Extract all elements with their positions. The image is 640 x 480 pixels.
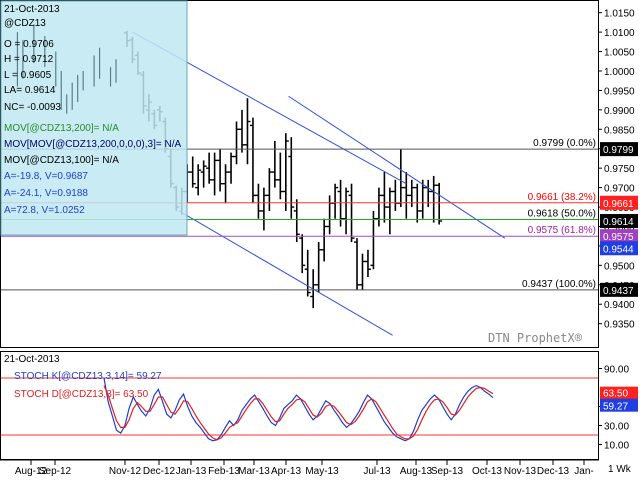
info-date: 21-Oct-2013 bbox=[4, 4, 60, 15]
fib-level-label: 0.9618 (50.0%) bbox=[528, 208, 596, 219]
fib-badge-text: 0.9799 bbox=[603, 145, 634, 156]
price-y-tick-label: 0.9750 bbox=[604, 164, 635, 175]
ohlc-bar bbox=[200, 160, 207, 188]
x-tick-label: Jan- bbox=[574, 466, 593, 477]
x-tick-label: Mar-13 bbox=[238, 466, 270, 477]
info-mov-200: MOV[@CDZ13,200]= N/A bbox=[4, 123, 119, 134]
stoch-d-badge-text: 63.50 bbox=[603, 389, 628, 400]
info-panel: 21-Oct-2013 @CDZ13 O = 0.9706 H = 0.9712… bbox=[0, 0, 188, 236]
fib-level-label: 0.9661 (38.2%) bbox=[528, 192, 596, 203]
x-tick-label: Aug-12 bbox=[15, 466, 48, 477]
trendline-lower bbox=[178, 210, 393, 336]
stoch-y-tick-label: 30.00 bbox=[604, 422, 629, 433]
stoch-date: 21-Oct-2013 bbox=[4, 354, 60, 365]
info-open: O = 0.9706 bbox=[4, 39, 54, 50]
price-y-tick-label: 0.9350 bbox=[604, 320, 635, 331]
price-y-tick-label: 1.0050 bbox=[604, 48, 635, 59]
stoch-y-tick-label: 10.00 bbox=[604, 441, 629, 452]
info-line-a2: A=-24.1, V=0.9188 bbox=[4, 188, 88, 199]
ohlc-bar bbox=[282, 133, 289, 211]
ohlc-bar bbox=[343, 187, 350, 235]
ohlc-bar bbox=[299, 234, 306, 274]
info-mov-100: MOV[@CDZ13,100]= N/A bbox=[4, 155, 119, 166]
info-mov-nested: MOV[MOV[@CDZ13,200,0,0,0),3]= N/A bbox=[4, 139, 181, 150]
x-tick-label: Aug-13 bbox=[400, 466, 433, 477]
stoch-d-legend: STOCH D[@CDZ13,3]= 63.50 bbox=[14, 389, 149, 400]
x-tick-label: Sep-12 bbox=[39, 466, 72, 477]
x-tick-label: Jan-13 bbox=[176, 466, 207, 477]
price-y-tick-label: 1.0000 bbox=[604, 67, 635, 78]
fib-badge-bg bbox=[600, 229, 638, 244]
fib-badge-text: 0.9575 bbox=[603, 232, 634, 243]
stoch-d-badge-bg bbox=[600, 386, 638, 400]
ohlc-bar bbox=[364, 249, 371, 278]
fib-badge-text: 0.9437 bbox=[603, 286, 634, 297]
price-y-tick-label: 0.9500 bbox=[604, 261, 635, 272]
ohlc-bar bbox=[304, 249, 311, 297]
info-line-a1: A=-19.8, V=0.9687 bbox=[4, 171, 88, 182]
fib-level-label: 0.9799 (0.0%) bbox=[533, 138, 596, 149]
stoch-badges: 63.50 59.27 bbox=[600, 386, 638, 413]
x-tick-label: Oct-13 bbox=[472, 466, 502, 477]
ohlc-bar bbox=[436, 182, 443, 225]
ohlc-bar bbox=[189, 156, 196, 188]
ohlc-bar bbox=[293, 199, 300, 243]
fib-badge-bg bbox=[600, 195, 638, 210]
stoch-k-line bbox=[103, 377, 494, 442]
info-last: LA= 0.9614 bbox=[4, 85, 56, 96]
last-price-badge-bg bbox=[600, 214, 638, 229]
x-tick-label: Feb-13 bbox=[208, 466, 240, 477]
info-low: L = 0.9605 bbox=[4, 70, 52, 81]
ohlc-bar bbox=[244, 98, 251, 165]
price-y-tick-label: 0.9400 bbox=[604, 300, 635, 311]
fib-badge-bg bbox=[600, 282, 638, 297]
x-tick-label: Dec-13 bbox=[537, 466, 570, 477]
fib-level-label: 0.9437 (100.0%) bbox=[522, 279, 596, 290]
info-mini-bars bbox=[16, 24, 117, 114]
stoch-lines bbox=[103, 377, 494, 442]
blue-badge-bg bbox=[600, 241, 638, 256]
price-y-tick-label: 0.9950 bbox=[604, 86, 635, 97]
stoch-d-line bbox=[103, 385, 494, 441]
trendline-middle bbox=[288, 95, 506, 239]
x-tick-label: Jul-13 bbox=[363, 466, 391, 477]
stoch-panel bbox=[0, 351, 599, 460]
fib-level-label: 0.9575 (61.8%) bbox=[528, 225, 596, 236]
ohlc-bar bbox=[348, 183, 355, 243]
ohlc-bar bbox=[288, 137, 295, 219]
ohlc-bar bbox=[195, 164, 202, 196]
x-tick-label: Apr-13 bbox=[271, 466, 301, 477]
stoch-k-badge-text: 59.27 bbox=[603, 402, 628, 413]
x-tick-label: Nov-12 bbox=[109, 466, 142, 477]
fib-badge-text: 0.9661 bbox=[603, 199, 634, 210]
info-symbol: @CDZ13 bbox=[4, 18, 46, 29]
x-tick-label: Sep-13 bbox=[431, 466, 464, 477]
last-price-badge-text: 0.9614 bbox=[603, 217, 634, 228]
x-corner-label: 1 Wk bbox=[608, 464, 632, 475]
price-y-axis: 1.0150 1.0100 1.0050 1.0000 0.9950 0.9900 0.98… bbox=[598, 9, 635, 331]
blue-badge-text: 0.9544 bbox=[603, 244, 634, 255]
fib-badge-bg bbox=[600, 142, 638, 157]
stoch-k-legend: STOCH K[@CDZ13,3,14]= 59.27 bbox=[14, 371, 162, 382]
watermark: DTN ProphetX® bbox=[488, 331, 583, 345]
stoch-k-badge-bg bbox=[600, 398, 638, 412]
info-high: H = 0.9712 bbox=[4, 54, 54, 65]
info-net-change: NC= -0.0093 bbox=[4, 102, 61, 113]
price-y-tick-label: 0.9850 bbox=[604, 125, 635, 136]
price-y-tick-label: 0.9700 bbox=[604, 184, 635, 195]
stoch-y-tick-label: 90.00 bbox=[604, 365, 629, 376]
x-tick-label: May-13 bbox=[305, 466, 339, 477]
price-y-tick-label: 1.0100 bbox=[604, 28, 635, 39]
info-line-a3: A=72.8, V=1.0252 bbox=[4, 205, 85, 216]
x-tick-label: Nov-13 bbox=[504, 466, 537, 477]
price-badges: 0.9799 0.9661 0.9575 0.9437 0.9614 0.9544 bbox=[600, 142, 638, 297]
price-y-tick-label: 1.0150 bbox=[604, 9, 635, 20]
price-y-tick-label: 0.9900 bbox=[604, 106, 635, 117]
x-tick-label: Dec-12 bbox=[143, 466, 176, 477]
stoch-reference-lines bbox=[1, 377, 598, 436]
